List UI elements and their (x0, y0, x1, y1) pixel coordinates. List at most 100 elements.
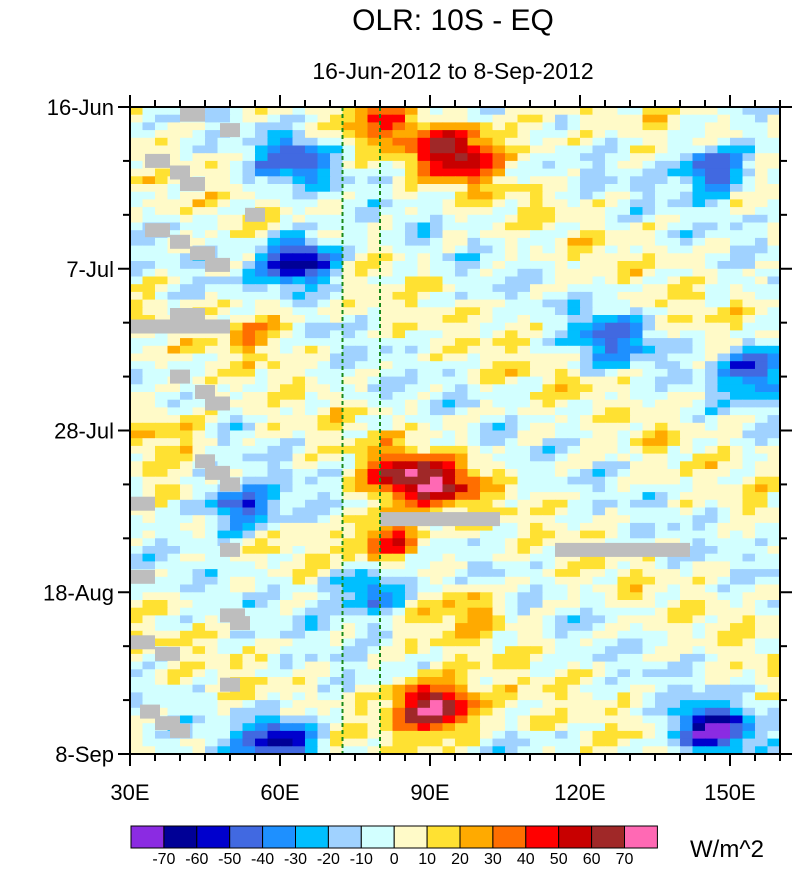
heatmap-cell (555, 584, 569, 593)
heatmap-cell (280, 576, 294, 586)
heatmap-cell (755, 546, 769, 555)
heatmap-cell (742, 253, 756, 262)
heatmap-cell (467, 707, 481, 717)
heatmap-cell (180, 646, 194, 655)
axis-ticks (118, 95, 792, 766)
heatmap-cell (530, 315, 544, 324)
heatmap-cell (505, 153, 519, 162)
heatmap-cell (592, 522, 606, 532)
heatmap-cell (555, 253, 569, 262)
heatmap-cell (730, 307, 744, 316)
heatmap-cell (492, 584, 506, 593)
heatmap-cell (167, 407, 181, 416)
heatmap-cell (355, 207, 369, 216)
heatmap-cell (492, 207, 506, 216)
heatmap-cell (492, 653, 506, 663)
heatmap-cell (605, 268, 619, 278)
heatmap-cell (705, 353, 719, 362)
heatmap-cell (380, 237, 394, 247)
heatmap-cell (680, 130, 694, 139)
heatmap-cell (305, 700, 319, 709)
heatmap-cell (530, 492, 544, 501)
heatmap-cell (467, 168, 481, 177)
heatmap-cell (255, 730, 269, 740)
heatmap-cell (417, 522, 431, 532)
heatmap-cell (255, 407, 269, 416)
heatmap-cell (655, 107, 669, 116)
heatmap-cell (617, 399, 631, 408)
heatmap-cell (442, 646, 456, 655)
heatmap-cell (455, 137, 469, 147)
heatmap-cell (430, 492, 444, 501)
heatmap-cell (567, 461, 581, 470)
heatmap-cell (230, 461, 244, 470)
heatmap-cell (667, 160, 681, 170)
heatmap-cell (530, 700, 544, 709)
heatmap-cell (467, 184, 481, 193)
heatmap-cell (380, 214, 394, 224)
heatmap-cell (155, 692, 169, 701)
heatmap-cell (555, 361, 569, 370)
heatmap-cell (755, 630, 769, 640)
heatmap-cell (542, 222, 556, 231)
heatmap-cell (592, 268, 606, 278)
heatmap-cell (680, 168, 694, 177)
heatmap-cell (205, 476, 219, 485)
heatmap-cell (380, 207, 394, 216)
heatmap-cell (292, 353, 306, 362)
heatmap-cell (480, 176, 494, 185)
heatmap-cell (542, 322, 556, 331)
heatmap-cell (717, 307, 731, 316)
heatmap-cell (355, 268, 369, 278)
heatmap-cell (142, 368, 156, 378)
heatmap-cell (655, 261, 669, 270)
heatmap-cell (680, 122, 694, 131)
heatmap-cell (392, 522, 406, 532)
heatmap-cell (230, 415, 244, 424)
heatmap-cell (492, 392, 506, 401)
heatmap-cell (342, 576, 356, 586)
heatmap-cell (292, 469, 306, 478)
heatmap-cell (192, 561, 206, 570)
heatmap-cell (167, 338, 181, 347)
heatmap-cell (280, 723, 294, 732)
heatmap-cell (430, 207, 444, 216)
heatmap-cell (705, 607, 719, 616)
heatmap-cell (342, 107, 356, 116)
heatmap-cell (280, 114, 294, 123)
heatmap-cell (730, 284, 744, 293)
heatmap-cell (617, 307, 631, 316)
heatmap-cell (680, 114, 694, 123)
heatmap-cell (380, 130, 394, 139)
heatmap-cell (567, 553, 581, 562)
heatmap-cell (155, 700, 169, 709)
heatmap-cell (717, 638, 731, 647)
heatmap-cell (255, 522, 269, 532)
heatmap-cell (755, 669, 769, 678)
heatmap-cell (542, 299, 556, 308)
heatmap-cell (530, 607, 544, 616)
heatmap-cell (405, 630, 419, 640)
heatmap-cell (755, 492, 769, 501)
heatmap-cell (605, 507, 619, 516)
heatmap-cell (305, 738, 319, 747)
heatmap-cell (692, 353, 706, 362)
heatmap-cell (492, 214, 506, 224)
heatmap-cell (617, 700, 631, 709)
heatmap-cell (567, 623, 581, 632)
heatmap-cell (555, 130, 569, 139)
heatmap-cell (455, 615, 469, 624)
heatmap-cell (667, 692, 681, 701)
heatmap-cell (130, 307, 144, 316)
heatmap-cell (367, 438, 381, 447)
heatmap-cell (280, 268, 294, 278)
heatmap-cell (355, 530, 369, 539)
heatmap-cell (392, 415, 406, 424)
heatmap-cell (567, 584, 581, 593)
heatmap-cell (342, 430, 356, 439)
heatmap-cell (205, 738, 219, 747)
heatmap-cell (517, 307, 531, 316)
heatmap-cell (142, 145, 156, 154)
heatmap-cell (142, 715, 156, 724)
heatmap-cell (505, 237, 519, 247)
